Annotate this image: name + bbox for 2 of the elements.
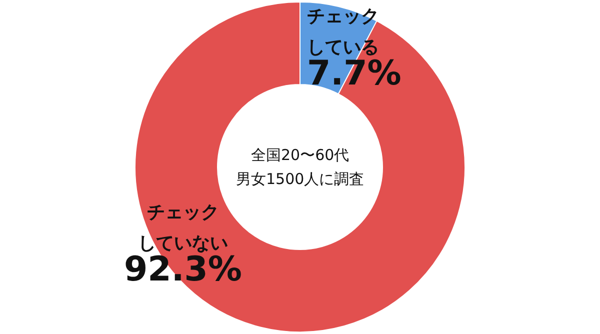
text: 男女1500人に調査 [236, 170, 364, 188]
text: 全国20〜60代 [251, 146, 350, 164]
